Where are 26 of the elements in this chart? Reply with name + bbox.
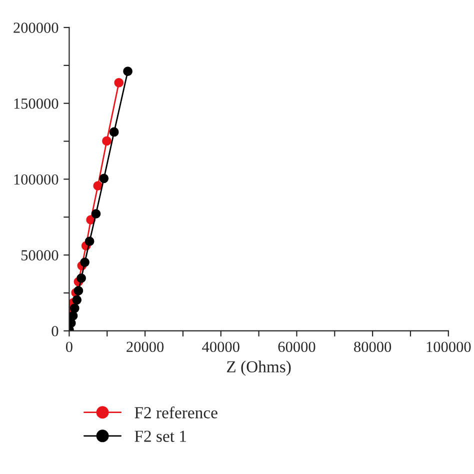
y-tick-label: 100000 [14, 174, 58, 185]
legend-label: F2 set 1 [134, 430, 186, 442]
point [102, 136, 112, 146]
point [76, 274, 86, 283]
point [109, 127, 119, 137]
y-tick-label: 50000 [21, 250, 58, 260]
point [99, 174, 109, 184]
x-tick-label: 60000 [278, 342, 316, 352]
point [80, 258, 90, 267]
x-tick-label: 0 [66, 342, 72, 352]
legend-label: F2 reference [134, 406, 218, 418]
point [91, 209, 101, 218]
x-axis-title: Z (Ohms) [226, 360, 291, 376]
y-tick-label: 200000 [14, 22, 58, 33]
point [123, 66, 132, 76]
point [72, 295, 82, 305]
point [74, 286, 84, 296]
point [114, 78, 124, 88]
x-tick-label: 20000 [126, 342, 164, 352]
point [93, 181, 103, 191]
y-tick-label: 0 [52, 326, 58, 336]
x-tick-label: 40000 [202, 342, 240, 352]
y-tick-label: 150000 [14, 98, 58, 109]
x-tick-label: 80000 [354, 342, 392, 352]
x-tick-label: 100000 [426, 342, 471, 352]
point [84, 236, 94, 246]
